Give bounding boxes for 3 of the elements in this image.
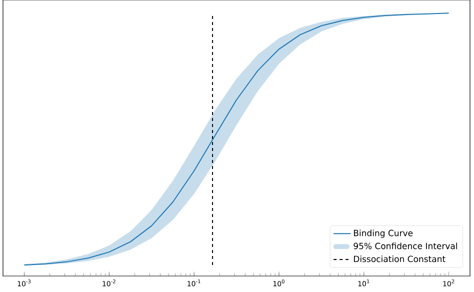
legend-label: Binding Curve [354, 230, 413, 238]
annotation: 95% Confidence Interval [354, 242, 457, 250]
ref-line-label: Dissociation Constant [354, 256, 446, 262]
